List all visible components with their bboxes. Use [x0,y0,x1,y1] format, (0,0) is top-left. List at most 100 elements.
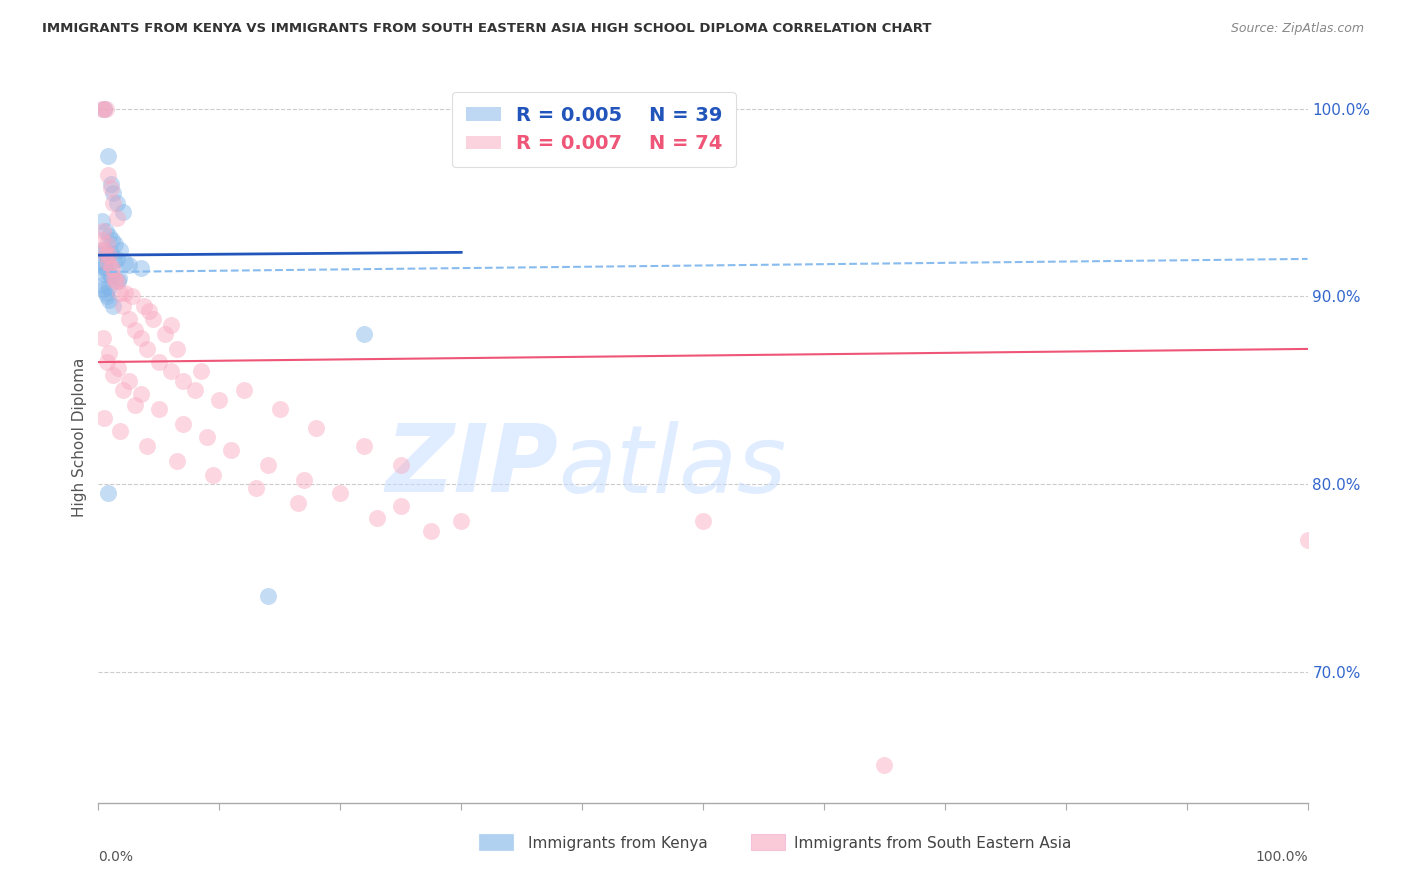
Point [245,481,267,495]
Point [190,364,212,378]
Point [172,417,194,431]
Point [93,102,115,116]
Point [353,440,375,454]
Point [100,180,122,194]
Point [91,102,114,116]
Bar [479,834,513,850]
Point [105,211,128,225]
Point [104,274,127,288]
Point [107,274,129,288]
Point [129,387,152,401]
Point [153,326,176,341]
Point [94,102,117,116]
Point [292,473,315,487]
Point [329,486,352,500]
Point [91,278,114,293]
Point [129,261,152,276]
Point [105,252,128,266]
Point [172,374,194,388]
Point [269,401,291,416]
Text: atlas: atlas [558,421,786,512]
Point [96,250,118,264]
Point [101,195,124,210]
Point [135,342,157,356]
Text: IMMIGRANTS FROM KENYA VS IMMIGRANTS FROM SOUTH EASTERN ASIA HIGH SCHOOL DIPLOMA : IMMIGRANTS FROM KENYA VS IMMIGRANTS FROM… [42,22,932,36]
Point [97,255,120,269]
Point [98,345,121,359]
Point [232,383,254,397]
Point [166,342,188,356]
Point [692,515,714,529]
Point [124,323,146,337]
Point [100,246,122,260]
Point [93,260,115,274]
Point [305,420,328,434]
Point [124,398,146,412]
Point [91,282,114,296]
Point [366,510,388,524]
Point [101,186,124,201]
Text: 0.0%: 0.0% [98,850,134,863]
Point [101,368,124,383]
Point [108,425,131,439]
Point [96,289,118,303]
Point [256,458,278,473]
Point [202,467,225,482]
Point [93,261,115,276]
Point [103,253,125,268]
Point [91,214,114,228]
Point [142,312,165,326]
Point [96,355,118,369]
Point [97,168,120,182]
Point [91,224,114,238]
Point [148,355,170,369]
Point [111,205,134,219]
Point [138,304,160,318]
Point [94,248,117,262]
Point [108,243,131,257]
Point [135,440,157,454]
Bar [751,834,785,850]
Point [114,285,136,300]
Point [101,299,124,313]
Text: 100.0%: 100.0% [1256,850,1308,863]
Point [103,270,125,285]
Point [91,233,114,247]
Point [114,255,136,269]
Point [100,268,122,283]
Point [287,496,309,510]
Point [98,248,121,262]
Point [100,177,122,191]
Point [91,255,114,269]
Point [91,331,114,345]
Point [91,246,114,260]
Point [118,312,141,326]
Point [93,243,115,257]
Point [111,383,134,397]
Point [118,258,141,272]
Point [873,758,896,772]
Legend: R = 0.005    N = 39, R = 0.007    N = 74: R = 0.005 N = 39, R = 0.007 N = 74 [453,92,737,167]
Point [134,299,156,313]
Point [450,515,472,529]
Point [107,360,129,375]
Point [1296,533,1319,548]
Text: Source: ZipAtlas.com: Source: ZipAtlas.com [1230,22,1364,36]
Point [91,243,114,257]
Point [97,486,120,500]
Point [96,236,118,251]
Point [93,411,115,425]
Point [93,102,115,116]
Point [256,590,278,604]
Point [108,285,131,300]
Point [100,261,122,276]
Point [94,285,117,300]
Text: Immigrants from South Eastern Asia: Immigrants from South Eastern Asia [793,836,1071,851]
Text: ZIP: ZIP [385,420,558,512]
Point [184,383,207,397]
Point [105,195,128,210]
Point [160,318,183,332]
Point [105,274,128,288]
Point [118,374,141,388]
Point [221,443,243,458]
